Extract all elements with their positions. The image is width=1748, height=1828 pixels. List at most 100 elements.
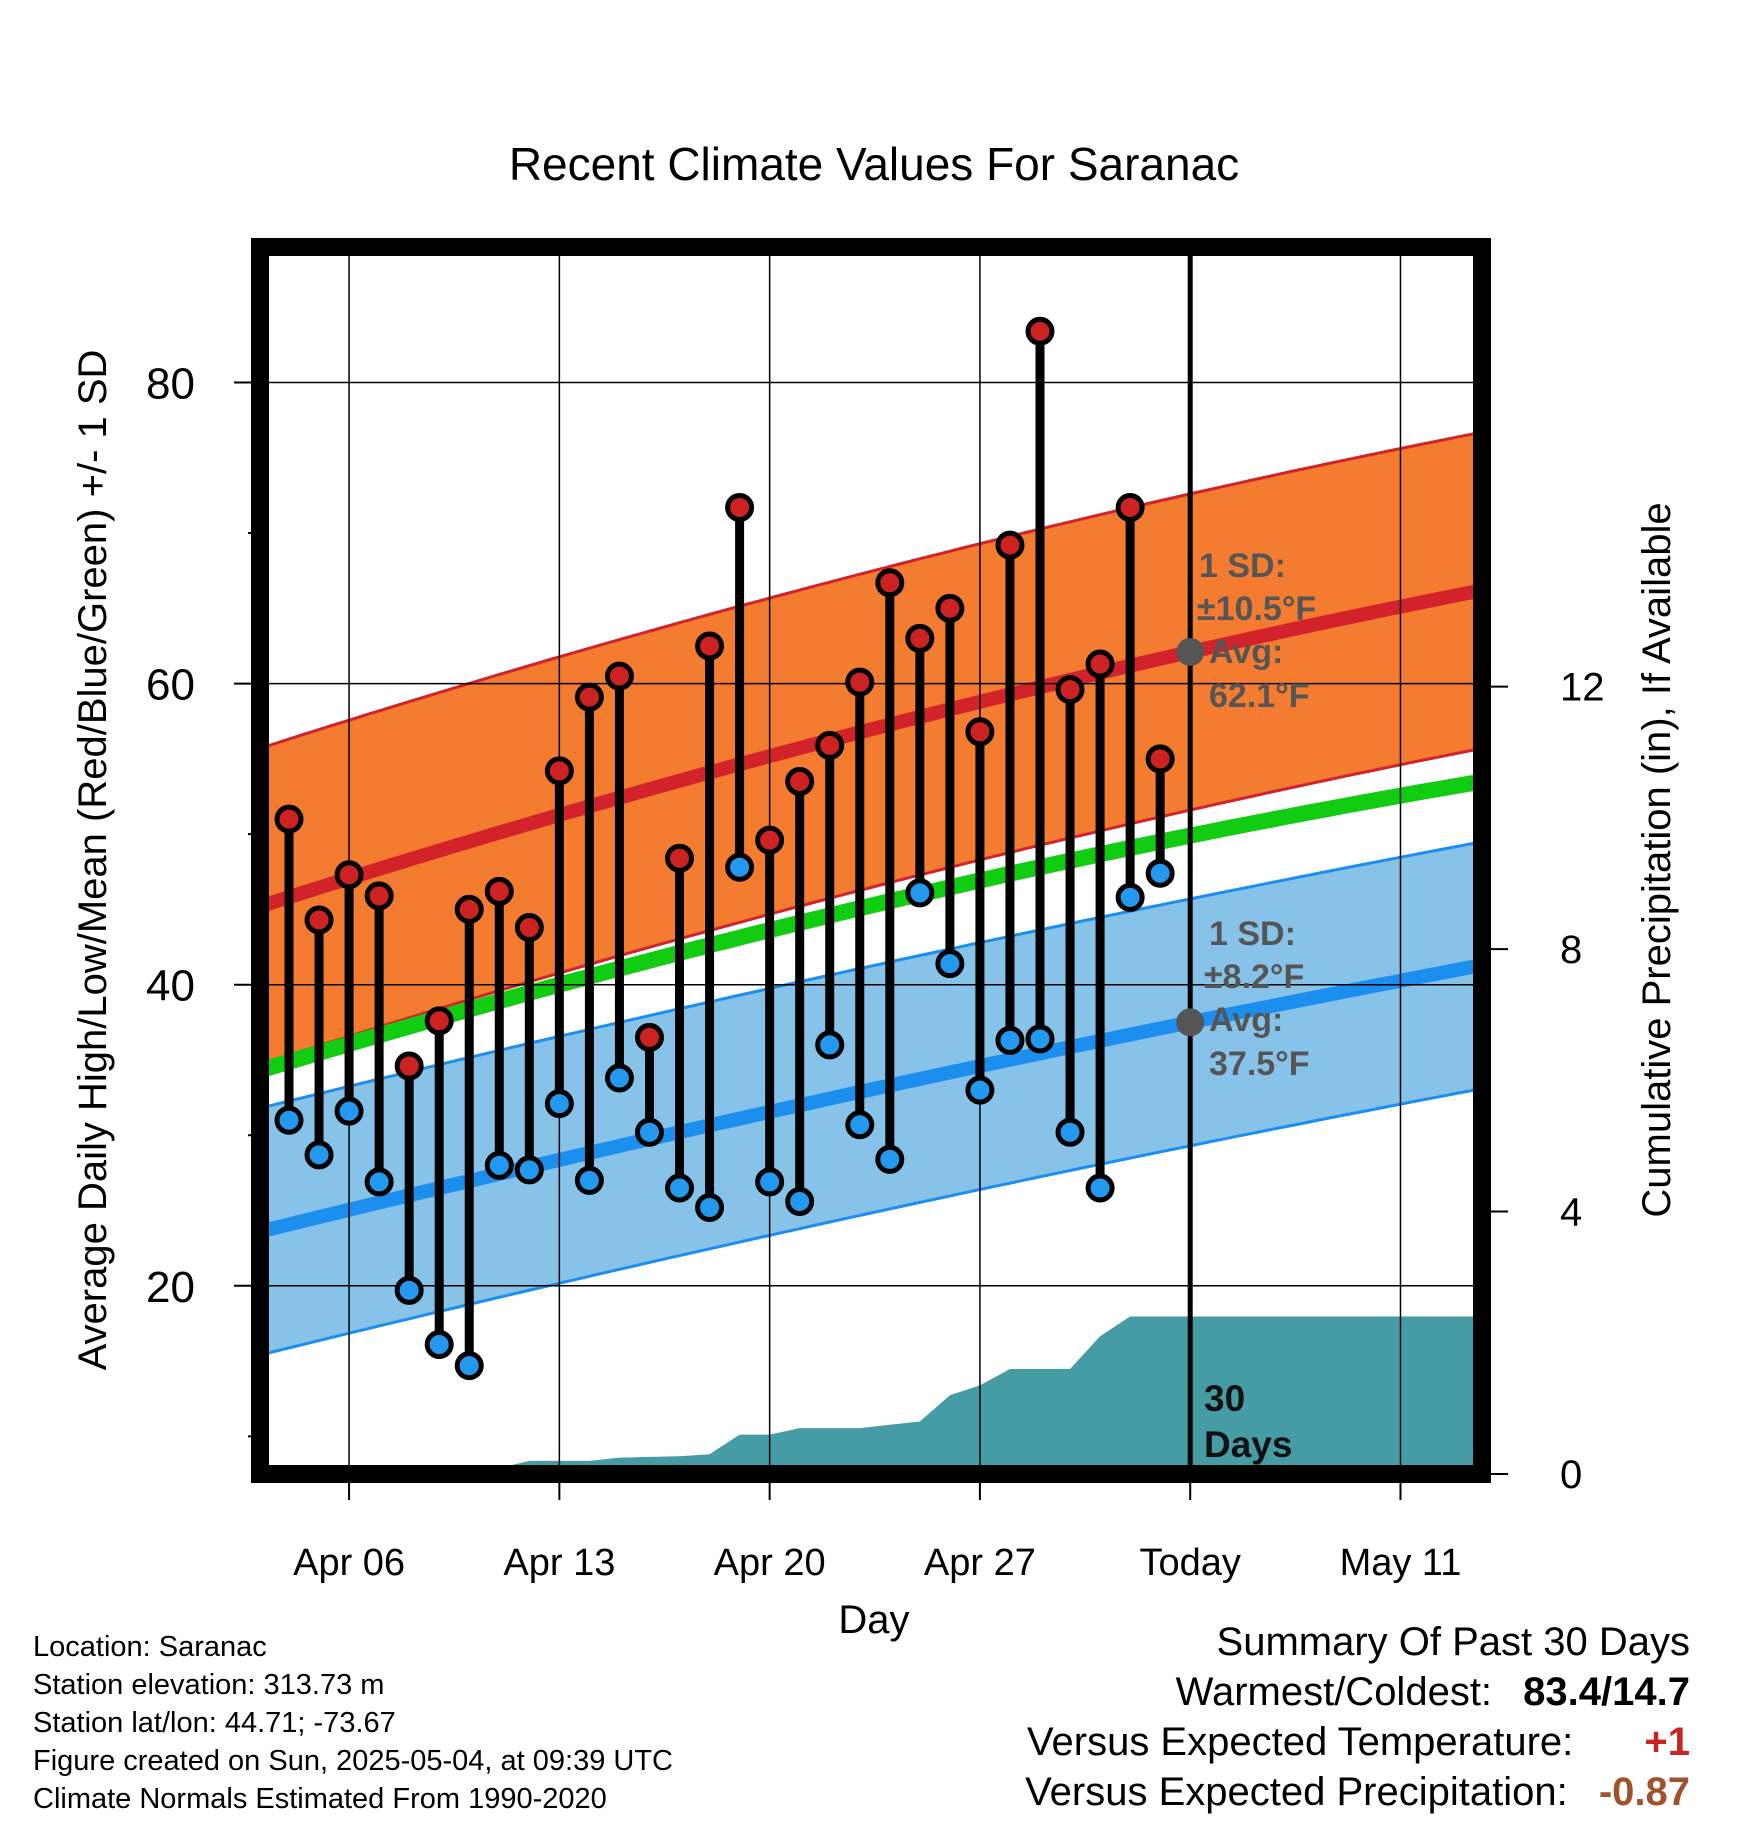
normal-high-band-lower-edge bbox=[259, 746, 1483, 1066]
normal-low-band-lower-edge bbox=[259, 1087, 1483, 1357]
daily-low-point bbox=[334, 1096, 364, 1126]
daily-high-point bbox=[634, 1022, 664, 1052]
daily-high-point bbox=[304, 905, 334, 935]
daily-low-point bbox=[304, 1140, 334, 1170]
y-tick-label: 20 bbox=[146, 1263, 195, 1312]
daily-high-point bbox=[665, 843, 695, 873]
annotation-low-sd-label: 1 SD: bbox=[1209, 915, 1296, 953]
daily-low-point bbox=[424, 1330, 454, 1360]
daily-low-point bbox=[845, 1110, 875, 1140]
normal-low-band-upper-edge bbox=[259, 840, 1483, 1110]
daily-high-point bbox=[965, 717, 995, 747]
y-tick-label: 40 bbox=[146, 962, 195, 1011]
daily-high-point bbox=[514, 912, 544, 942]
daily-low-point bbox=[544, 1089, 574, 1119]
daily-high-point bbox=[725, 492, 755, 522]
daily-low-point bbox=[1115, 882, 1145, 912]
y-tick-label: 60 bbox=[146, 661, 195, 710]
info-created: Figure created on Sun, 2025-05-04, at 09… bbox=[33, 1745, 673, 1777]
x-tick-label: Apr 13 bbox=[503, 1542, 615, 1584]
daily-low-point bbox=[514, 1155, 544, 1185]
daily-high-point bbox=[274, 804, 304, 834]
daily-low-point bbox=[905, 878, 935, 908]
today-high-avg-marker bbox=[1176, 637, 1205, 666]
annotation-window-count: 30 bbox=[1204, 1378, 1245, 1419]
normal-high-avg-line bbox=[257, 583, 1484, 914]
y2-tick-label: 8 bbox=[1560, 928, 1582, 972]
daily-high-point bbox=[1025, 316, 1055, 346]
daily-high-point bbox=[875, 568, 905, 598]
daily-high-point bbox=[1115, 492, 1145, 522]
normal-low-band bbox=[260, 841, 1482, 1356]
summary-temp: Versus Expected Temperature: +1 bbox=[1027, 1720, 1690, 1765]
daily-low-point bbox=[725, 852, 755, 882]
summary-warm-cold-label: Warmest/Coldest: bbox=[1175, 1670, 1493, 1714]
x-tick-label: Apr 06 bbox=[293, 1542, 405, 1584]
daily-high-point bbox=[935, 593, 965, 623]
daily-high-point bbox=[785, 766, 815, 796]
summary-warm-cold-value: 83.4/14.7 bbox=[1523, 1670, 1690, 1714]
summary-temp-label: Versus Expected Temperature: bbox=[1027, 1720, 1574, 1764]
daily-high-point bbox=[544, 756, 574, 786]
daily-low-point bbox=[604, 1063, 634, 1093]
daily-low-point bbox=[1145, 858, 1175, 888]
annotation-high-avg-label: Avg: bbox=[1209, 633, 1283, 671]
plot-area: 20 40 60 80 0 4 8 12 Apr 06 Apr 13 Apr 20 Apr 27 Tod… bbox=[146, 238, 1605, 1584]
info-latlon: Station lat/lon: 44.71; -73.67 bbox=[33, 1707, 396, 1739]
daily-low-point bbox=[965, 1075, 995, 1105]
daily-low-point bbox=[995, 1025, 1025, 1055]
y-axis-label: Average Daily High/Low/Mean (Red/Blue/Gr… bbox=[71, 350, 115, 1371]
daily-high-point bbox=[334, 860, 364, 890]
daily-high-point bbox=[454, 894, 484, 924]
daily-high-point bbox=[995, 530, 1025, 560]
normal-low-avg-line bbox=[258, 958, 1484, 1239]
daily-low-point bbox=[665, 1173, 695, 1203]
chart-title: Recent Climate Values For Saranac bbox=[509, 138, 1239, 190]
station-info: Location: Saranac Station elevation: 313… bbox=[33, 1628, 673, 1818]
y-tick-label: 80 bbox=[146, 359, 195, 408]
daily-low-point bbox=[755, 1167, 785, 1197]
x-axis-label: Day bbox=[838, 1598, 909, 1642]
daily-low-point bbox=[785, 1187, 815, 1217]
annotation-high-sd-value: ±10.5°F bbox=[1197, 590, 1316, 628]
daily-high-point bbox=[424, 1006, 454, 1036]
daily-high-point bbox=[484, 876, 514, 906]
daily-high-point bbox=[905, 623, 935, 653]
daily-low-point bbox=[1085, 1173, 1115, 1203]
daily-low-point bbox=[935, 949, 965, 979]
info-elevation: Station elevation: 313.73 m bbox=[33, 1669, 385, 1701]
daily-low-point bbox=[364, 1167, 394, 1197]
precip-area bbox=[259, 1316, 1482, 1474]
annotation-window-days: Days bbox=[1204, 1424, 1292, 1465]
y2-axis-label: Cumulative Precipitation (in), If Availa… bbox=[1635, 502, 1679, 1217]
daily-high-point bbox=[1145, 744, 1175, 774]
annotation-high-avg-value: 62.1°F bbox=[1209, 677, 1310, 715]
annotation-low-avg-value: 37.5°F bbox=[1209, 1045, 1310, 1083]
info-location: Location: Saranac bbox=[33, 1631, 267, 1663]
summary-precip-label: Versus Expected Precipitation: bbox=[1025, 1770, 1568, 1814]
x-tick-label: Today bbox=[1139, 1542, 1240, 1584]
annotation-low-sd-value: ±8.2°F bbox=[1204, 958, 1304, 996]
normal-high-band-upper-edge bbox=[259, 430, 1483, 750]
daily-high-point bbox=[815, 730, 845, 760]
daily-high-point bbox=[364, 881, 394, 911]
y2-tick-label: 0 bbox=[1560, 1453, 1582, 1497]
daily-high-point bbox=[845, 667, 875, 697]
daily-low-point bbox=[454, 1351, 484, 1381]
daily-low-point bbox=[875, 1144, 905, 1174]
annotation-low-avg-label: Avg: bbox=[1209, 1001, 1283, 1039]
summary-title: Summary Of Past 30 Days bbox=[1216, 1620, 1690, 1664]
summary-precip-value: -0.87 bbox=[1598, 1770, 1690, 1814]
y2-tick-label: 12 bbox=[1560, 666, 1605, 710]
daily-low-point bbox=[1025, 1024, 1055, 1054]
plot-frame bbox=[251, 238, 1491, 1483]
daily-low-point bbox=[815, 1030, 845, 1060]
daily-high-point bbox=[755, 825, 785, 855]
normal-high-band bbox=[260, 432, 1482, 1065]
daily-low-point bbox=[484, 1150, 514, 1180]
daily-low-point bbox=[695, 1193, 725, 1223]
daily-high-point bbox=[394, 1051, 424, 1081]
daily-high-point bbox=[604, 661, 634, 691]
daily-high-point bbox=[1085, 649, 1115, 679]
x-tick-label: May 11 bbox=[1340, 1542, 1462, 1584]
